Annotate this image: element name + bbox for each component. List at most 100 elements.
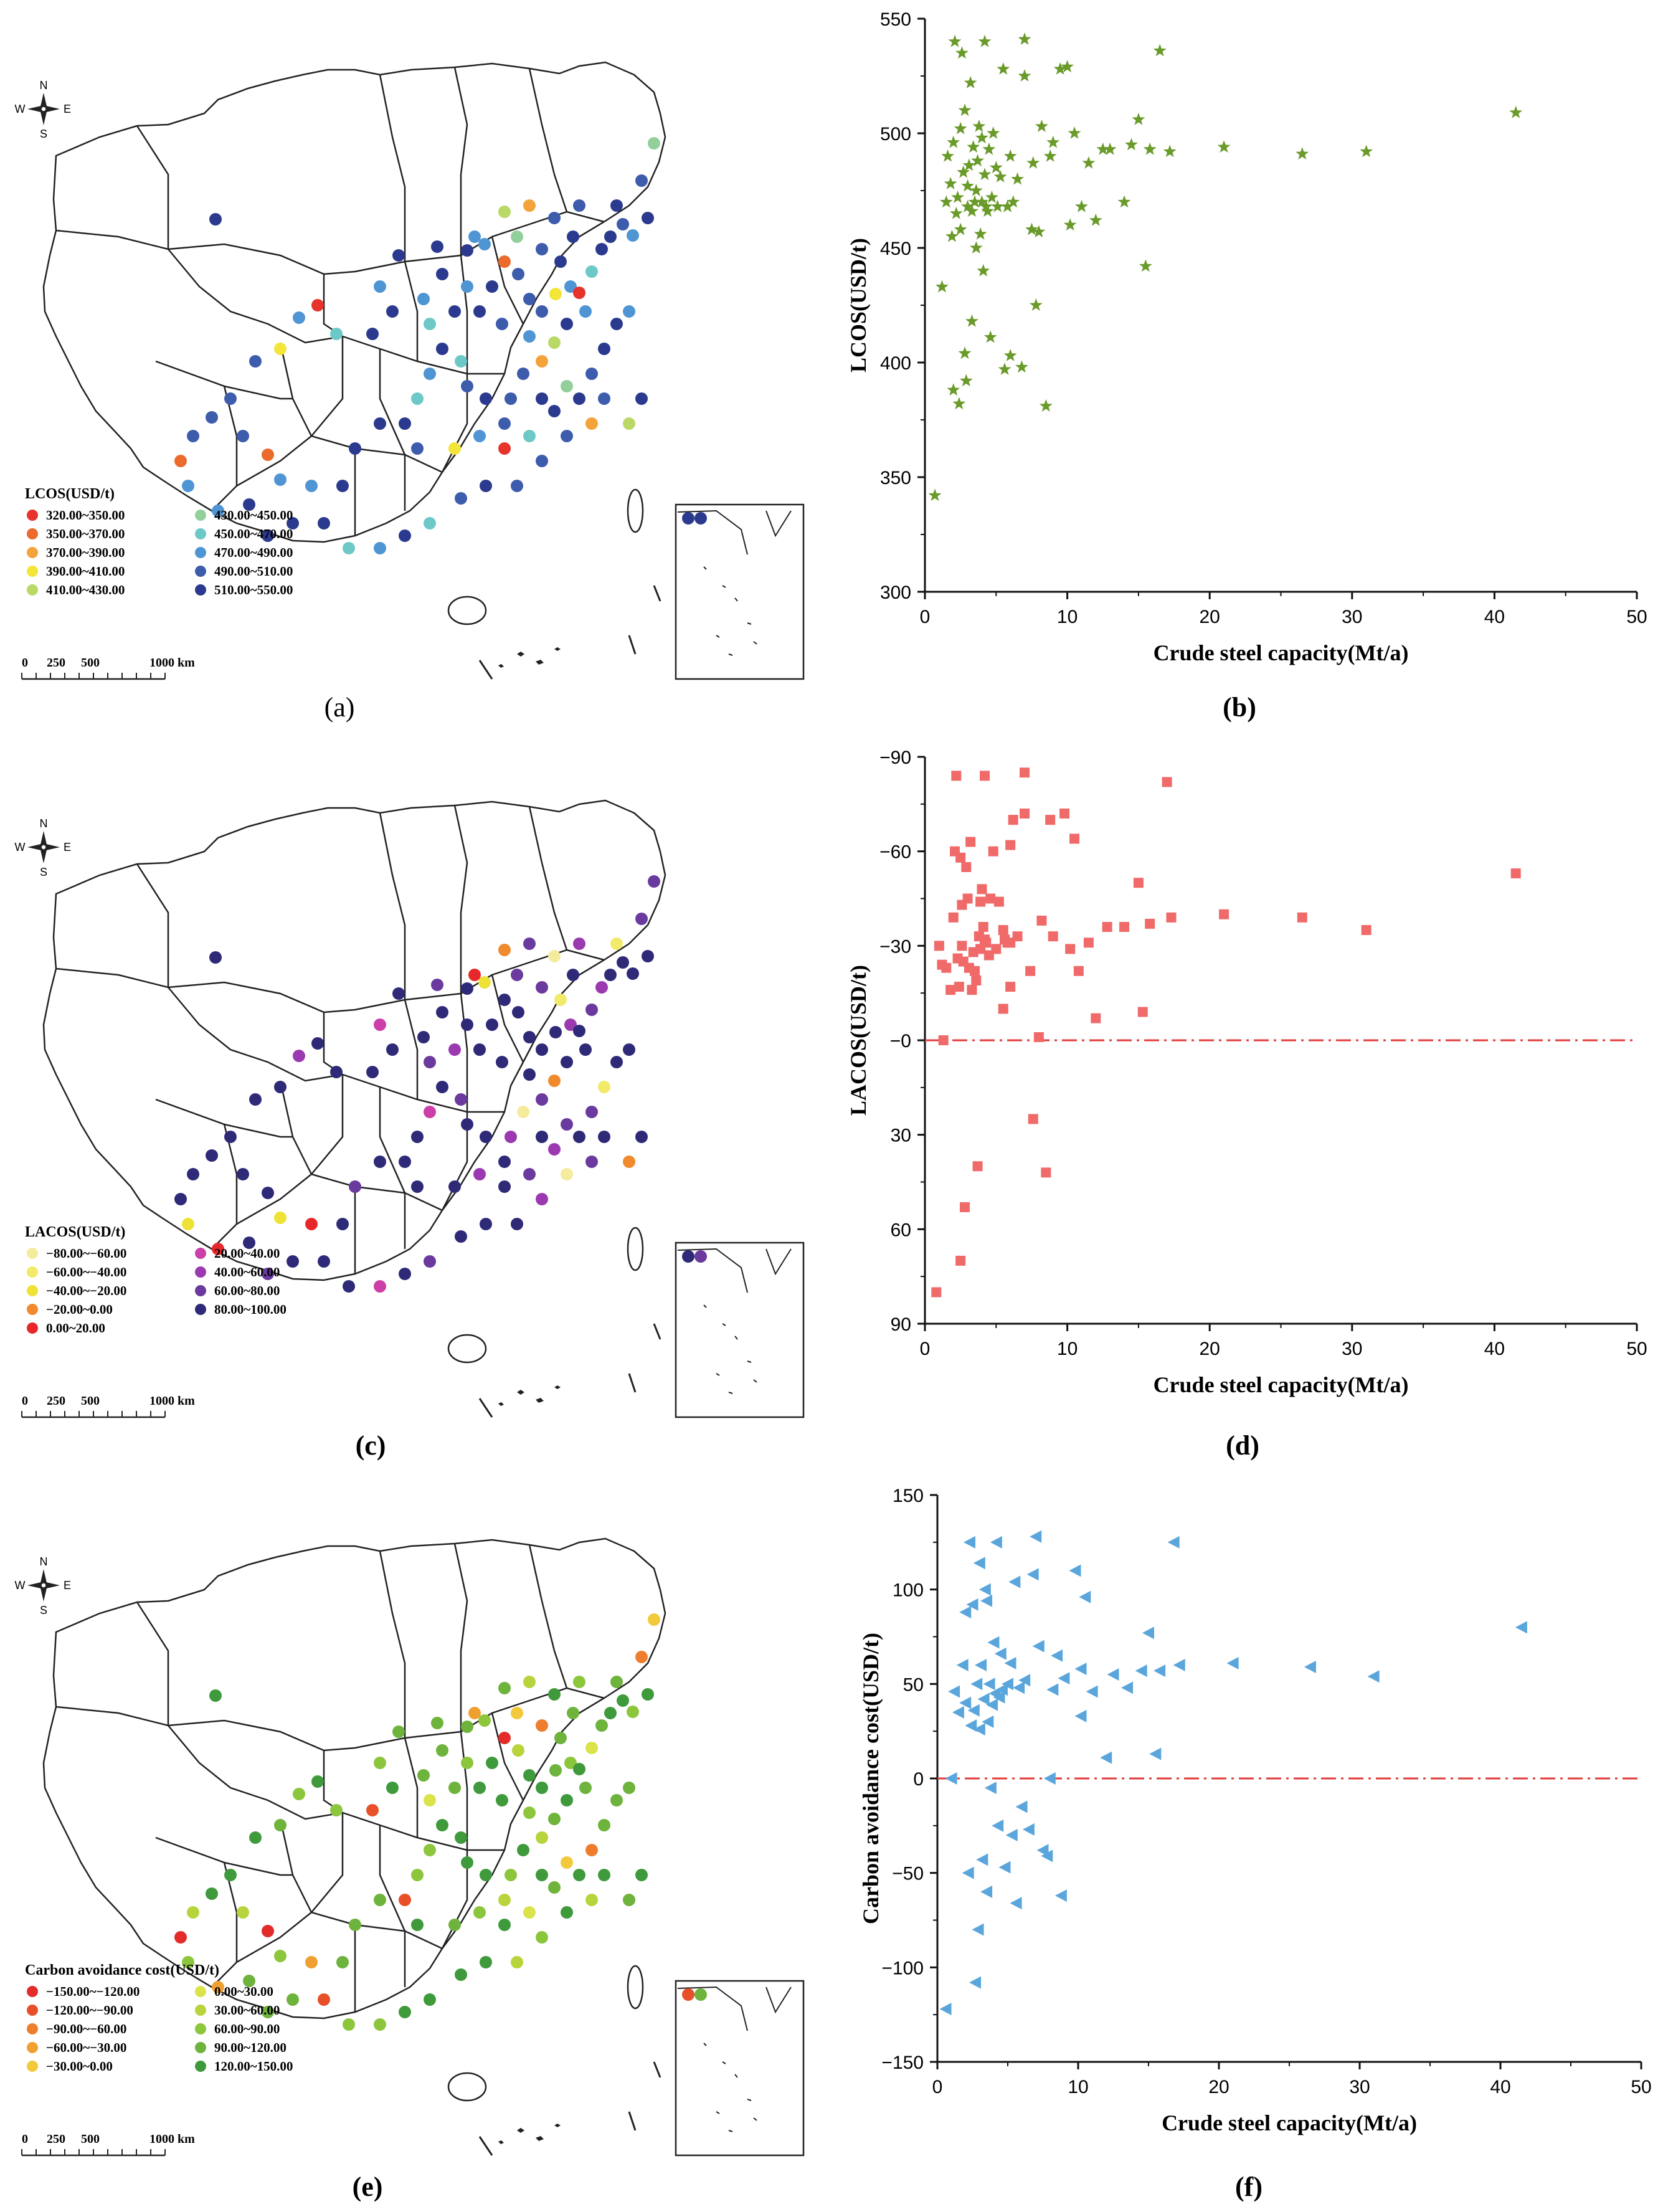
compass-rose-icon: N S E W	[15, 817, 72, 878]
plant-site-dot	[212, 505, 224, 517]
data-point	[952, 397, 966, 410]
data-point	[998, 363, 1012, 375]
plant-site-dot	[243, 498, 255, 511]
plant-site-dot	[366, 1066, 379, 1078]
plant-site-dot	[536, 981, 548, 994]
china-province-outline	[42, 61, 666, 543]
data-point	[1091, 1013, 1101, 1023]
plant-site-dot	[486, 1757, 498, 1769]
plant-site-dot	[174, 1193, 187, 1205]
data-point	[1163, 145, 1177, 158]
legend-label: 20.00~40.00	[214, 1246, 280, 1261]
plant-site-dot	[424, 1056, 436, 1068]
data-point	[958, 346, 972, 359]
data-point	[969, 184, 983, 196]
plant-site-dot	[293, 1050, 305, 1062]
data-point	[1048, 931, 1058, 942]
compass-n: N	[40, 817, 48, 830]
plant-site-dot	[424, 1844, 436, 1856]
data-point	[974, 227, 987, 240]
legend-label: −80.00~−60.00	[46, 1246, 126, 1261]
plant-site-dot	[262, 1187, 274, 1199]
plant-site-dot	[623, 1156, 635, 1168]
data-point	[1022, 1823, 1035, 1836]
data-point	[955, 46, 969, 59]
plant-site-dot	[642, 1688, 654, 1701]
plant-site-dot	[417, 1031, 430, 1043]
plant-site-dot	[262, 529, 274, 542]
plant-site-dot	[374, 417, 386, 430]
plant-site-dot	[585, 1106, 598, 1118]
plant-site-dot	[461, 982, 473, 995]
plant-site-dot	[349, 1180, 361, 1193]
data-point	[934, 941, 944, 951]
plant-site-dot	[486, 1018, 498, 1031]
data-point	[982, 1716, 994, 1728]
plant-site-dot	[336, 480, 349, 492]
plant-site-dot	[287, 1993, 299, 2006]
legend-swatch	[27, 2042, 38, 2053]
data-point	[957, 941, 967, 951]
plant-site-dot	[523, 1806, 536, 1819]
svg-text:0: 0	[22, 656, 28, 670]
y-axis-label: LCOS(USD/t)	[846, 238, 871, 373]
plant-site-dot	[549, 288, 562, 300]
data-point	[957, 165, 970, 178]
data-point	[998, 1861, 1011, 1874]
south-sea-dashes	[478, 1323, 661, 1418]
plant-site-dot	[523, 1676, 536, 1688]
data-point	[960, 1202, 970, 1212]
data-point	[1145, 918, 1155, 929]
data-point	[1367, 1670, 1380, 1683]
plant-site-dot	[480, 1218, 492, 1230]
data-point	[1100, 1751, 1112, 1764]
scatter-points	[939, 1530, 1527, 2016]
data-point	[957, 900, 967, 910]
plant-site-dot	[249, 355, 262, 368]
plant-site-dot	[598, 392, 610, 405]
svg-text:1000 km: 1000 km	[149, 1394, 195, 1408]
plant-site-dot	[455, 1968, 467, 1981]
plant-site-dot	[448, 305, 461, 318]
y-tick-label: −90	[879, 748, 911, 768]
data-point	[1008, 1575, 1021, 1588]
plant-site-dot	[498, 1894, 511, 1906]
plant-site-dot	[517, 368, 529, 380]
legend-label: 430.00~450.00	[214, 508, 293, 523]
plant-site-dot	[473, 305, 486, 318]
map-legend: LCOS(USD/t) 320.00~350.00 350.00~370.00 370…	[25, 486, 293, 597]
map-lacos: N S E W LACOS(USD/t) −80.00~−60.00 −60.00~−40.…	[15, 799, 805, 1418]
x-tick-label: 10	[1068, 2077, 1088, 2097]
plant-site-dot	[461, 1721, 473, 1733]
plant-site-dot	[448, 1180, 461, 1193]
data-point	[1018, 32, 1031, 45]
data-point	[983, 330, 997, 343]
svg-text:0: 0	[22, 2132, 28, 2146]
plant-site-dot	[473, 1043, 486, 1056]
data-point	[978, 1583, 991, 1596]
data-point	[945, 229, 959, 242]
y-tick-label: 0	[913, 1769, 924, 1790]
legend-swatch	[27, 566, 38, 577]
y-tick-label: 550	[880, 9, 911, 30]
data-point	[975, 195, 988, 208]
data-point	[1069, 1564, 1081, 1577]
plant-site-dot	[598, 1869, 610, 1881]
plant-site-dot	[682, 512, 694, 525]
plant-site-dot	[536, 1782, 548, 1794]
data-point	[945, 985, 956, 995]
plant-site-dot	[461, 1118, 473, 1131]
plant-site-dot	[182, 1956, 194, 1968]
taiwan-island	[627, 1227, 644, 1271]
plant-site-dot	[585, 1156, 598, 1168]
plant-site-dot	[399, 1156, 411, 1168]
plant-site-dot	[627, 229, 639, 242]
data-point	[1361, 925, 1372, 936]
legend-label: 0.00~30.00	[214, 1984, 273, 1999]
legend-label: 490.00~510.00	[214, 564, 293, 579]
plant-site-dot	[585, 1844, 598, 1856]
svg-text:1000 km: 1000 km	[149, 656, 195, 670]
data-point	[1033, 1032, 1044, 1042]
plant-site-dot	[374, 280, 386, 293]
plant-site-dot	[573, 1131, 585, 1143]
